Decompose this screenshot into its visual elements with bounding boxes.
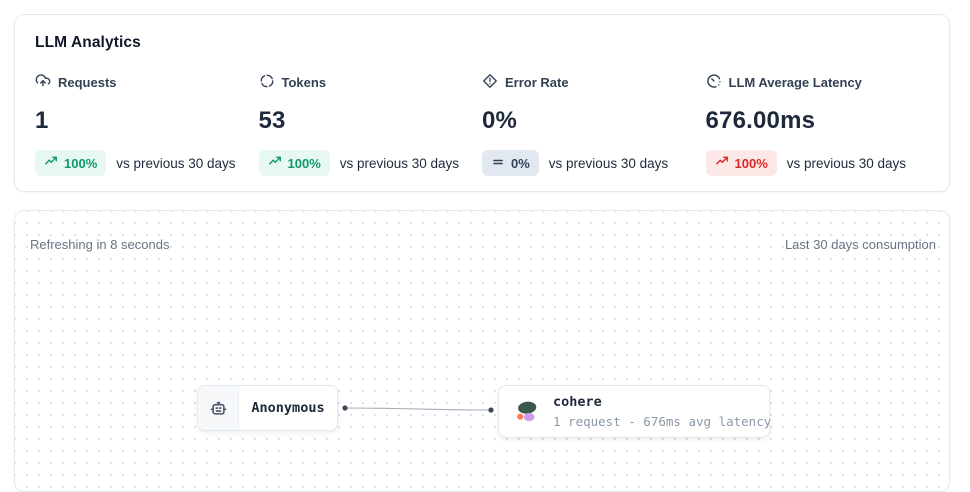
node-cohere-stats: 1 request - 676ms avg latency bbox=[553, 414, 772, 429]
metric-tokens-label-row: Tokens bbox=[259, 73, 483, 92]
metric-label-text: Requests bbox=[58, 75, 117, 90]
metric-tokens-value: 53 bbox=[258, 107, 286, 134]
consumption-flow-canvas[interactable]: Refreshing in 8 seconds Last 30 days con… bbox=[14, 210, 950, 492]
metric-requests-label-row: Requests bbox=[35, 73, 259, 92]
comparison-text: vs previous 30 days bbox=[116, 155, 236, 171]
circle-dashed-icon bbox=[259, 73, 275, 92]
trending-up-icon bbox=[715, 155, 729, 171]
metric-requests-compare-row: 100% vs previous 30 days bbox=[35, 150, 259, 176]
page-title: LLM Analytics bbox=[35, 34, 141, 51]
metric-requests: Requests 1 100% vs previous 30 days bbox=[35, 73, 259, 176]
metric-label-text: Error Rate bbox=[505, 75, 569, 90]
node-cohere-label: cohere bbox=[553, 394, 602, 410]
trend-badge-value: 100% bbox=[287, 155, 321, 171]
alert-diamond-icon bbox=[482, 73, 498, 92]
comparison-text: vs previous 30 days bbox=[786, 155, 907, 171]
trend-badge: 100% bbox=[258, 150, 330, 176]
node-anonymous-label: Anonymous bbox=[251, 400, 325, 416]
comparison-text: vs previous 30 days bbox=[339, 155, 460, 171]
llm-analytics-card: LLM Analytics Requests 1 bbox=[14, 14, 950, 192]
metric-latency-label-row: LLM Average Latency bbox=[706, 73, 930, 92]
edge-source-handle[interactable] bbox=[342, 405, 348, 411]
metrics-grid: Requests 1 100% vs previous 30 days bbox=[35, 73, 929, 176]
node-cohere-text: cohere 1 request - 676ms avg latency bbox=[553, 394, 771, 429]
metric-tokens: Tokens 53 100% vs previous 30 days bbox=[258, 73, 483, 176]
flow-node-anonymous[interactable]: Anonymous bbox=[197, 385, 338, 431]
metric-latency-value: 676.00ms bbox=[705, 107, 816, 134]
trend-badge: 0% bbox=[482, 150, 539, 176]
equals-icon bbox=[491, 155, 505, 171]
refresh-status-text: Refreshing in 8 seconds bbox=[30, 237, 170, 252]
robot-icon bbox=[198, 386, 239, 430]
metric-label-text: Tokens bbox=[281, 75, 327, 90]
metric-tokens-compare-row: 100% vs previous 30 days bbox=[258, 150, 483, 176]
edge-layer bbox=[342, 405, 494, 413]
trending-up-icon bbox=[268, 155, 282, 171]
period-label-text: Last 30 days consumption bbox=[784, 237, 936, 252]
metric-latency: LLM Average Latency 676.00ms 100% vs pre… bbox=[705, 73, 930, 176]
edge-target-handle[interactable] bbox=[488, 407, 494, 413]
cloud-upload-icon bbox=[35, 73, 51, 92]
trend-badge-value: 100% bbox=[734, 155, 768, 171]
metric-error-rate: Error Rate 0% 0% vs previous 30 days bbox=[482, 73, 706, 176]
metric-latency-compare-row: 100% vs previous 30 days bbox=[705, 150, 930, 176]
metric-error-rate-compare-row: 0% vs previous 30 days bbox=[482, 150, 706, 176]
cohere-logo bbox=[513, 398, 540, 425]
metric-error-rate-value: 0% bbox=[482, 107, 518, 134]
edge-line bbox=[344, 407, 491, 411]
trend-badge: 100% bbox=[35, 150, 107, 176]
metric-label-text: LLM Average Latency bbox=[728, 75, 862, 90]
trending-up-icon bbox=[44, 155, 58, 171]
flow-meta-row: Refreshing in 8 seconds Last 30 days con… bbox=[15, 211, 949, 252]
metric-requests-value: 1 bbox=[35, 107, 49, 134]
gauge-icon bbox=[706, 73, 722, 92]
comparison-text: vs previous 30 days bbox=[548, 155, 669, 171]
trend-badge-value: 100% bbox=[64, 155, 98, 171]
trend-badge: 100% bbox=[705, 150, 777, 176]
flow-node-cohere[interactable]: cohere 1 request - 676ms avg latency bbox=[498, 385, 771, 438]
trend-badge-value: 0% bbox=[511, 155, 530, 171]
metric-error-rate-label-row: Error Rate bbox=[482, 73, 706, 92]
